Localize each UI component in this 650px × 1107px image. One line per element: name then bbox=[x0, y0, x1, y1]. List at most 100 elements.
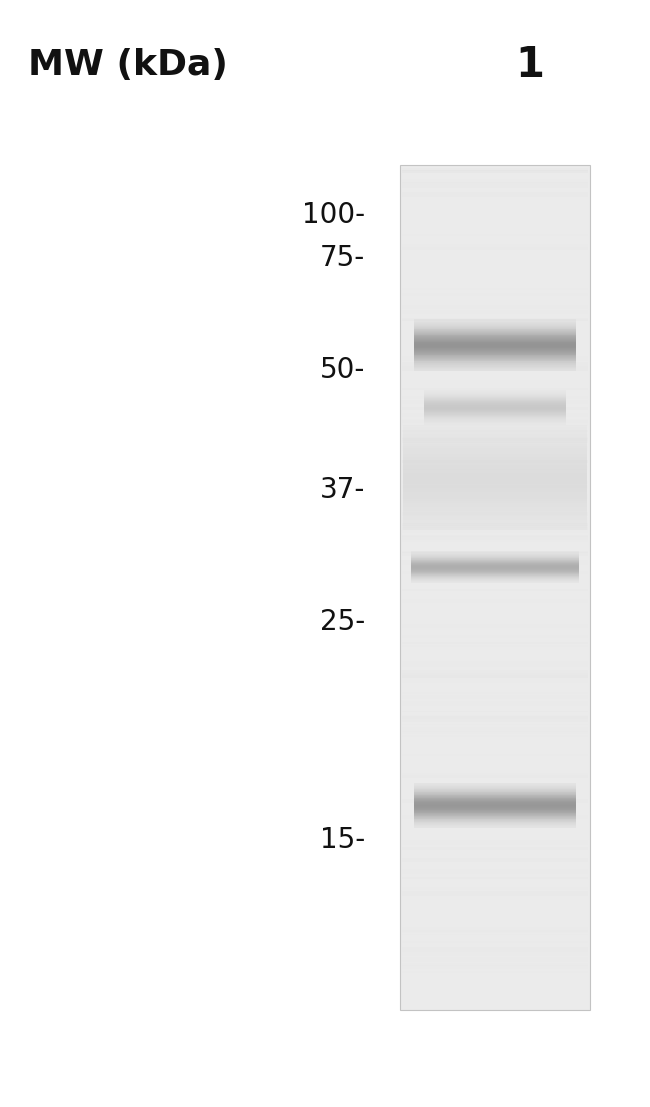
Text: MW (kDa): MW (kDa) bbox=[28, 48, 228, 82]
Bar bbox=[402, 716, 588, 718]
Text: 50-: 50- bbox=[320, 356, 365, 384]
Bar bbox=[402, 754, 588, 756]
Bar bbox=[403, 444, 587, 446]
Bar bbox=[402, 560, 588, 562]
Bar bbox=[403, 505, 587, 507]
Bar bbox=[402, 511, 588, 516]
Bar bbox=[402, 362, 588, 366]
Bar bbox=[402, 550, 588, 554]
Bar bbox=[402, 523, 588, 526]
Bar bbox=[402, 420, 588, 423]
Bar bbox=[403, 475, 587, 477]
Bar bbox=[402, 941, 588, 943]
Bar bbox=[402, 343, 588, 346]
Bar bbox=[403, 451, 587, 453]
Bar bbox=[402, 292, 588, 296]
Bar bbox=[402, 674, 588, 679]
Bar bbox=[402, 366, 588, 371]
Bar bbox=[402, 187, 588, 193]
Bar bbox=[402, 170, 588, 173]
Bar bbox=[402, 764, 588, 768]
Bar bbox=[403, 456, 587, 458]
Bar bbox=[402, 840, 588, 845]
Bar bbox=[403, 503, 587, 505]
Bar bbox=[403, 507, 587, 509]
Bar bbox=[403, 484, 587, 486]
Bar bbox=[402, 673, 588, 677]
Bar bbox=[402, 887, 588, 890]
Bar bbox=[402, 304, 588, 309]
Bar bbox=[403, 496, 587, 498]
Bar bbox=[402, 731, 588, 734]
Bar bbox=[402, 247, 588, 250]
Bar bbox=[402, 495, 588, 499]
Bar bbox=[403, 448, 587, 451]
Bar bbox=[402, 695, 588, 700]
Bar bbox=[403, 526, 587, 528]
Bar bbox=[402, 438, 588, 443]
Bar bbox=[402, 891, 588, 896]
Bar bbox=[402, 930, 588, 932]
Bar bbox=[402, 417, 588, 421]
Bar bbox=[403, 528, 587, 530]
Bar bbox=[403, 427, 587, 430]
Bar bbox=[402, 437, 588, 442]
Bar bbox=[402, 624, 588, 628]
Bar bbox=[402, 204, 588, 208]
Bar bbox=[403, 461, 587, 463]
Bar bbox=[403, 465, 587, 467]
Bar bbox=[402, 869, 588, 873]
Bar bbox=[402, 525, 588, 529]
Text: 100-: 100- bbox=[302, 201, 365, 229]
Bar bbox=[402, 642, 588, 644]
Bar bbox=[403, 519, 587, 521]
Bar bbox=[402, 965, 588, 970]
Bar bbox=[402, 958, 588, 962]
Bar bbox=[402, 551, 588, 556]
Bar bbox=[403, 472, 587, 474]
Bar bbox=[402, 430, 588, 432]
Bar bbox=[403, 432, 587, 434]
Bar bbox=[402, 536, 588, 540]
Bar bbox=[402, 466, 588, 470]
Bar bbox=[403, 515, 587, 517]
Bar bbox=[403, 474, 587, 475]
Bar bbox=[402, 971, 588, 973]
Bar bbox=[402, 387, 588, 391]
Text: 15-: 15- bbox=[320, 826, 365, 853]
Bar bbox=[402, 776, 588, 778]
Bar bbox=[403, 479, 587, 482]
Bar bbox=[402, 536, 588, 537]
Bar bbox=[403, 517, 587, 519]
Bar bbox=[402, 692, 588, 694]
Bar bbox=[403, 514, 587, 515]
Bar bbox=[402, 608, 588, 609]
Bar bbox=[402, 446, 588, 452]
Bar bbox=[402, 209, 588, 213]
Bar bbox=[402, 523, 588, 525]
Bar bbox=[402, 858, 588, 861]
Bar bbox=[402, 396, 588, 399]
Bar bbox=[402, 599, 588, 602]
Bar bbox=[402, 645, 588, 648]
Bar bbox=[402, 329, 588, 333]
Bar bbox=[402, 658, 588, 662]
Bar bbox=[403, 463, 587, 465]
Bar bbox=[402, 715, 588, 720]
Bar bbox=[403, 435, 587, 437]
Bar bbox=[402, 482, 588, 484]
Bar bbox=[403, 524, 587, 526]
Bar bbox=[402, 288, 588, 290]
Bar bbox=[402, 735, 588, 737]
Bar bbox=[402, 529, 588, 532]
Bar bbox=[402, 193, 588, 197]
Text: 1: 1 bbox=[515, 44, 545, 86]
Bar bbox=[402, 724, 588, 725]
Bar bbox=[402, 310, 588, 314]
Bar bbox=[403, 490, 587, 493]
Bar bbox=[402, 485, 588, 489]
Bar bbox=[403, 425, 587, 427]
Bar bbox=[402, 466, 588, 470]
Bar bbox=[402, 933, 588, 935]
Bar bbox=[402, 234, 588, 236]
